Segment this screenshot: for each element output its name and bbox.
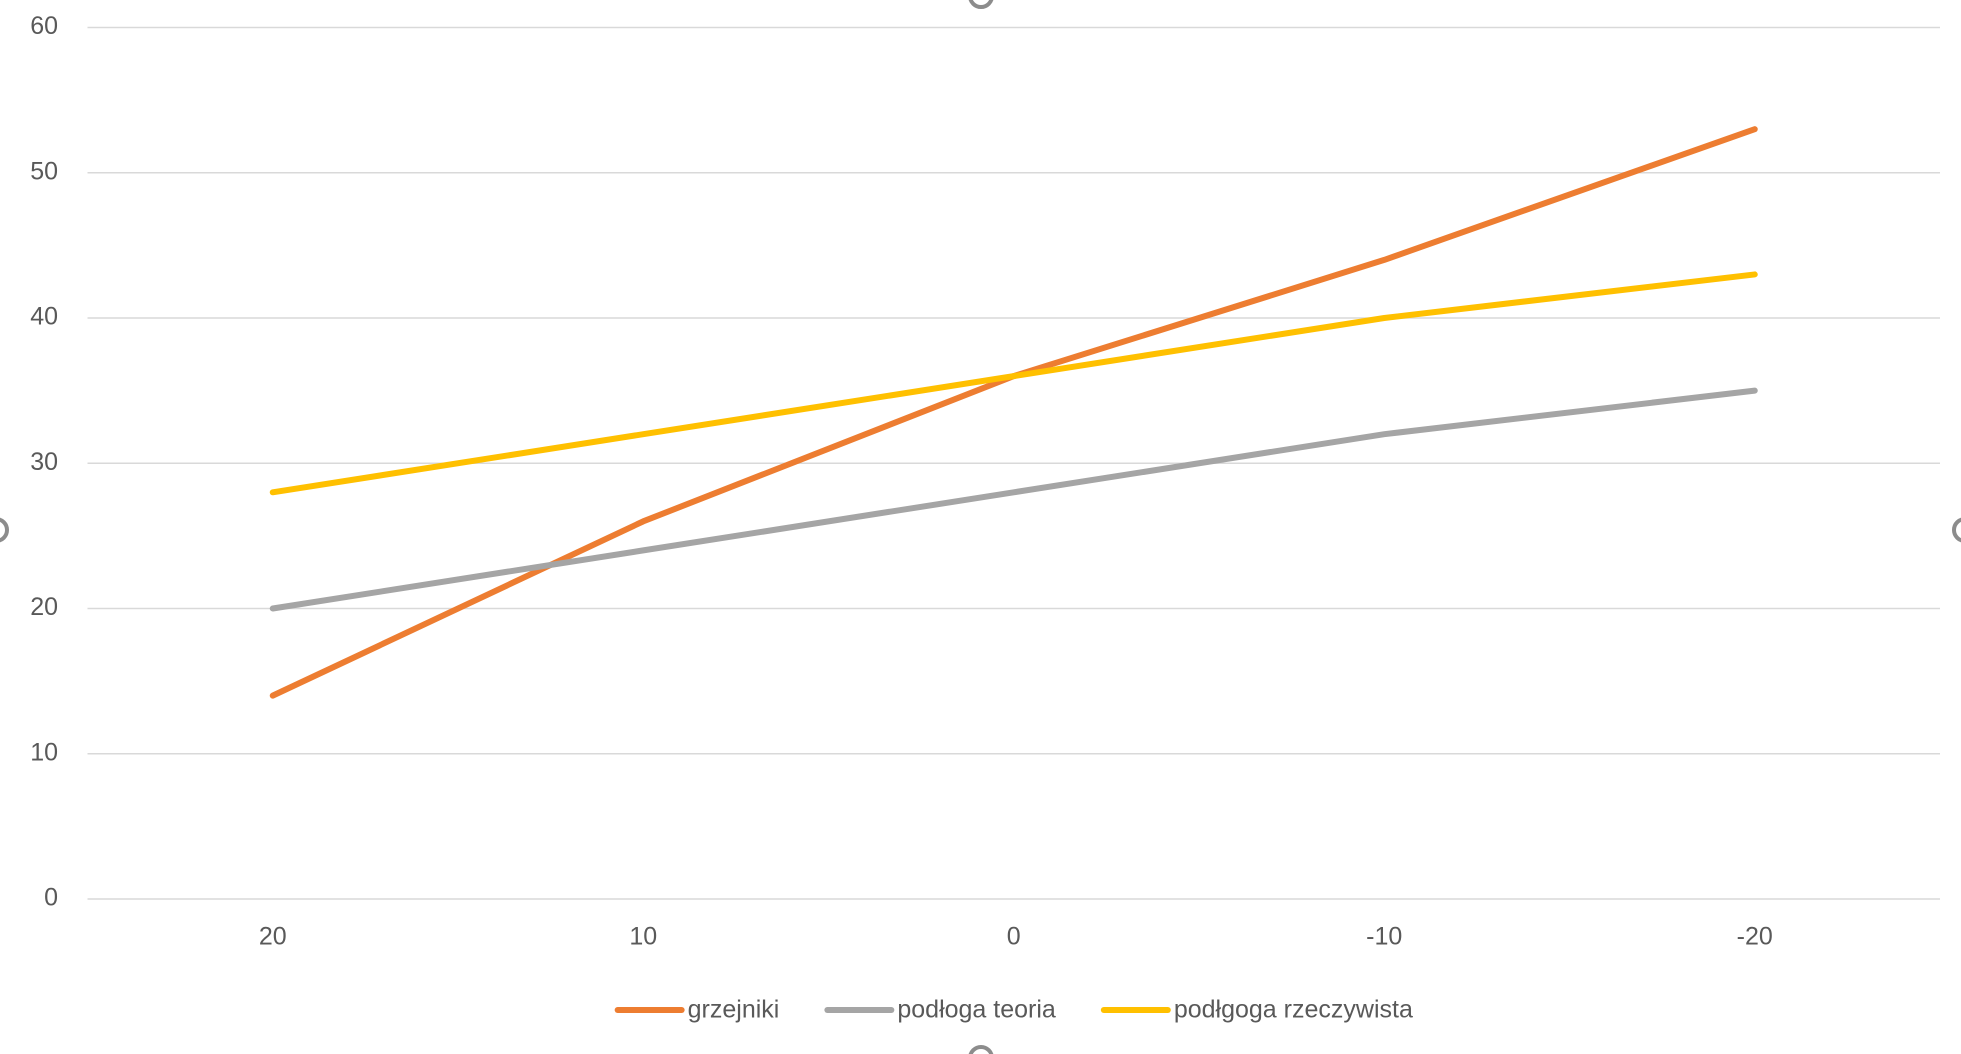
legend-label: grzejniki: [688, 996, 780, 1024]
x-tick-label: -10: [1366, 923, 1402, 951]
y-tick-label: 20: [30, 593, 58, 621]
y-tick-label: 60: [30, 12, 58, 40]
y-tick-label: 50: [30, 157, 58, 185]
selection-handle: [968, 1045, 994, 1054]
selection-handle: [0, 517, 9, 543]
x-tick-label: 10: [629, 923, 657, 951]
legend-label: podłoga teoria: [897, 996, 1056, 1024]
selection-handle: [968, 0, 994, 9]
x-tick-label: -20: [1737, 923, 1773, 951]
selection-handle: [1952, 517, 1961, 543]
y-tick-label: 30: [30, 448, 58, 476]
series-line: [269, 271, 1758, 496]
plot-area: [269, 126, 1758, 699]
series-line: [269, 126, 1758, 699]
legend-label: podłgoga rzeczywista: [1174, 996, 1413, 1024]
x-tick-label: 0: [1007, 923, 1021, 951]
y-tick-label: 40: [30, 303, 58, 331]
series-line: [269, 387, 1758, 612]
legend: grzejniki podłoga teoria podłgoga rzeczywi…: [614, 996, 1413, 1024]
grid: 0 10 20 30 40 50 60 20 10 0 -10 -20: [30, 12, 1940, 951]
x-tick-label: 20: [259, 923, 287, 951]
y-tick-label: 10: [30, 738, 58, 766]
y-tick-label: 0: [44, 884, 58, 912]
